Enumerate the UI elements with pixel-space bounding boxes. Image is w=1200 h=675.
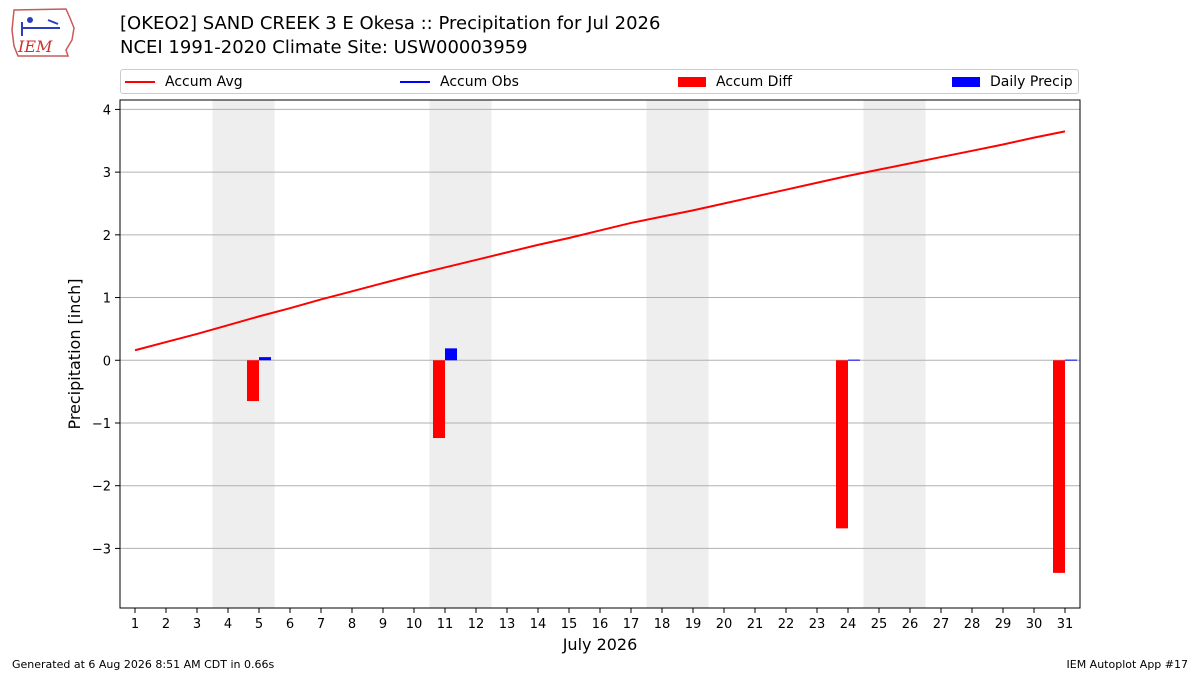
legend-swatch-accum-obs	[400, 81, 430, 83]
legend-item-accum-diff: Accum Diff	[678, 74, 792, 90]
accum-diff-bar	[1053, 360, 1065, 573]
x-tick-label: 18	[654, 617, 671, 632]
x-tick-label: 16	[592, 617, 609, 632]
legend-item-daily-precip: Daily Precip	[952, 74, 1073, 90]
y-tick-label: −3	[92, 542, 111, 557]
daily-precip-bar	[1065, 359, 1077, 361]
x-tick-label: 20	[716, 617, 733, 632]
logo-text: IEM	[17, 37, 53, 56]
y-tick-label: 2	[103, 229, 111, 244]
legend-swatch-accum-avg	[125, 81, 155, 83]
x-tick-label: 15	[561, 617, 578, 632]
x-tick-label: 6	[286, 617, 294, 632]
accum-diff-bar	[433, 360, 445, 439]
x-tick-label: 25	[871, 617, 888, 632]
legend: Accum Avg Accum Obs Accum Diff Daily Pre…	[120, 69, 1079, 94]
x-tick-label: 4	[224, 617, 232, 632]
accum-diff-bar	[836, 360, 848, 529]
y-tick-label: −2	[92, 480, 111, 495]
x-tick-label: 1	[131, 617, 139, 632]
x-tick-label: 22	[778, 617, 795, 632]
daily-precip-bar	[445, 348, 457, 361]
legend-label-accum-diff: Accum Diff	[716, 74, 793, 90]
x-tick-label: 23	[809, 617, 826, 632]
x-tick-label: 2	[162, 617, 170, 632]
iem-logo: IEM	[11, 8, 75, 57]
x-tick-label: 10	[406, 617, 423, 632]
y-tick-label: 0	[103, 354, 111, 369]
accum-diff-bar	[247, 360, 259, 402]
x-tick-label: 30	[1026, 617, 1043, 632]
plot-frame	[119, 99, 1081, 609]
footer-generated: Generated at 6 Aug 2026 8:51 AM CDT in 0…	[12, 658, 275, 671]
x-tick-label: 19	[685, 617, 702, 632]
weather-station-icon	[21, 17, 60, 36]
x-tick-label: 7	[317, 617, 325, 632]
daily-precip-bar	[848, 359, 860, 361]
legend-swatch-accum-diff	[678, 77, 706, 87]
weekend-shade	[646, 100, 709, 608]
x-tick-label: 13	[499, 617, 516, 632]
x-axis-label: July 2026	[562, 635, 638, 654]
y-axis-label: Precipitation [inch]	[65, 278, 84, 429]
legend-label-accum-obs: Accum Obs	[440, 74, 519, 90]
x-tick-label: 24	[840, 617, 857, 632]
x-tick-label: 21	[747, 617, 764, 632]
weekend-shade	[429, 100, 492, 608]
chart-subtitle: NCEI 1991-2020 Climate Site: USW00003959	[120, 37, 528, 58]
x-tick-label: 27	[933, 617, 950, 632]
x-tick-label: 31	[1057, 617, 1074, 632]
weekend-shade	[212, 100, 275, 608]
chart-title: [OKEO2] SAND CREEK 3 E Okesa :: Precipit…	[120, 13, 661, 34]
accum-avg-line	[134, 130, 1066, 352]
y-tick-label: −1	[92, 417, 111, 432]
legend-item-accum-avg: Accum Avg	[125, 74, 243, 90]
y-tick-label: 1	[103, 292, 111, 307]
legend-label-accum-avg: Accum Avg	[165, 74, 243, 90]
x-tick-label: 14	[530, 617, 547, 632]
x-tick-label: 8	[348, 617, 356, 632]
legend-swatch-daily-precip	[952, 77, 980, 87]
x-tick-label: 3	[193, 617, 201, 632]
footer-app-id: IEM Autoplot App #17	[1066, 658, 1189, 671]
x-tick-label: 17	[623, 617, 640, 632]
y-tick-label: 3	[103, 166, 111, 181]
legend-item-accum-obs: Accum Obs	[400, 74, 519, 90]
x-tick-label: 29	[995, 617, 1012, 632]
daily-precip-bar	[259, 357, 271, 361]
x-tick-label: 28	[964, 617, 981, 632]
legend-label-daily-precip: Daily Precip	[990, 74, 1073, 90]
weekend-shade	[863, 100, 926, 608]
x-tick-label: 11	[437, 617, 454, 632]
x-tick-label: 9	[379, 617, 387, 632]
y-tick-label: 4	[103, 103, 111, 118]
x-tick-label: 5	[255, 617, 263, 632]
x-tick-label: 26	[902, 617, 919, 632]
x-tick-label: 12	[468, 617, 485, 632]
